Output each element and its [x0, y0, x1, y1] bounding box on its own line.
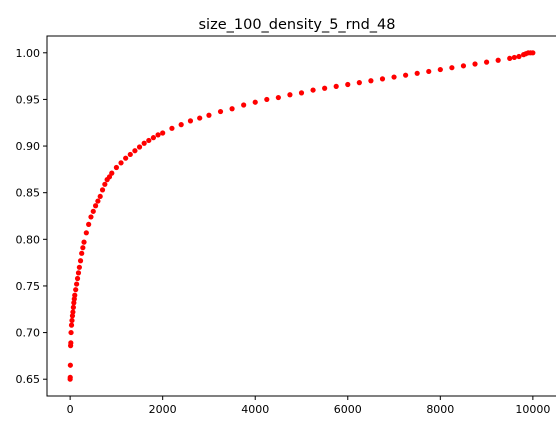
- data-point: [437, 66, 443, 73]
- y-axis: 0.65 0.70 0.75 0.80 0.85 0.90 0.95 1.00: [16, 47, 47, 386]
- chart-title: size_100_density_5_rnd_48: [199, 17, 396, 33]
- data-point: [83, 230, 89, 236]
- x-tick-label: 2000: [149, 403, 177, 416]
- data-point: [67, 374, 73, 380]
- data-point: [92, 203, 99, 209]
- data-point: [530, 50, 536, 56]
- y-tick-label: 0.90: [16, 140, 41, 153]
- data-point: [206, 112, 212, 118]
- data-point: [426, 68, 432, 75]
- data-point: [68, 340, 74, 346]
- data-point: [106, 174, 113, 180]
- data-point: [495, 57, 501, 63]
- data-points-group: [67, 50, 536, 382]
- data-point: [67, 362, 73, 368]
- data-point: [99, 187, 106, 193]
- data-point: [95, 198, 101, 204]
- data-point: [141, 140, 147, 146]
- data-point: [74, 275, 81, 282]
- y-tick-label: 0.80: [16, 233, 41, 246]
- data-point: [414, 70, 420, 76]
- data-point: [76, 264, 82, 270]
- data-point: [229, 106, 235, 112]
- data-point: [97, 193, 103, 200]
- data-point: [379, 76, 386, 82]
- data-point: [127, 151, 133, 158]
- data-point: [252, 99, 258, 105]
- data-point: [275, 94, 281, 101]
- data-point: [79, 250, 85, 256]
- data-point: [74, 281, 80, 287]
- data-point: [217, 108, 224, 115]
- data-point: [169, 125, 175, 131]
- data-point: [356, 80, 362, 86]
- data-point: [511, 54, 517, 61]
- y-tick-label: 1.00: [16, 47, 41, 60]
- data-point: [73, 287, 79, 293]
- data-point: [403, 72, 409, 78]
- data-point: [345, 81, 351, 88]
- x-tick-label: 4000: [241, 403, 269, 416]
- x-tick-label: 0: [67, 403, 74, 416]
- data-point: [241, 102, 247, 108]
- data-point: [80, 245, 86, 251]
- data-point: [132, 148, 138, 154]
- data-point: [146, 137, 152, 144]
- data-point: [160, 130, 166, 136]
- x-tick-label: 10000: [515, 403, 550, 416]
- data-point: [333, 83, 339, 89]
- data-point: [322, 85, 328, 91]
- data-point: [155, 132, 161, 138]
- y-tick-label: 0.65: [16, 373, 41, 386]
- data-point: [109, 170, 115, 176]
- data-point: [75, 270, 82, 276]
- data-point: [197, 115, 203, 121]
- data-point: [449, 65, 455, 71]
- data-point: [70, 309, 76, 315]
- x-tick-label: 8000: [426, 403, 454, 416]
- data-point: [118, 160, 124, 166]
- data-point: [88, 214, 94, 220]
- data-point: [483, 59, 490, 65]
- data-point: [507, 55, 513, 61]
- data-point: [90, 208, 96, 214]
- data-point: [187, 118, 194, 124]
- data-point: [77, 258, 84, 264]
- data-point: [150, 135, 157, 141]
- data-point: [178, 122, 184, 128]
- data-point: [368, 78, 374, 84]
- data-point: [68, 322, 75, 328]
- data-point: [69, 317, 75, 324]
- data-point: [287, 92, 293, 98]
- x-axis: 0 2000 4000 6000 8000 10000: [67, 396, 550, 416]
- data-point: [310, 87, 316, 93]
- data-point: [86, 221, 92, 227]
- y-tick-label: 0.75: [16, 280, 41, 293]
- data-point: [516, 53, 522, 60]
- data-point: [70, 304, 76, 310]
- data-point: [298, 90, 305, 96]
- plot-frame: [46, 35, 556, 397]
- y-tick-label: 0.85: [16, 187, 41, 200]
- data-point: [81, 239, 87, 245]
- y-tick-label: 0.95: [16, 93, 41, 106]
- data-point: [472, 61, 478, 67]
- data-point: [460, 63, 467, 69]
- data-point: [136, 144, 143, 150]
- data-point: [72, 292, 78, 298]
- data-point: [113, 164, 120, 171]
- data-point: [68, 329, 74, 336]
- x-tick-label: 6000: [334, 403, 362, 416]
- data-point: [391, 74, 397, 80]
- data-point: [264, 96, 270, 103]
- data-point: [102, 181, 108, 187]
- data-point: [123, 155, 129, 161]
- y-tick-label: 0.70: [16, 327, 41, 340]
